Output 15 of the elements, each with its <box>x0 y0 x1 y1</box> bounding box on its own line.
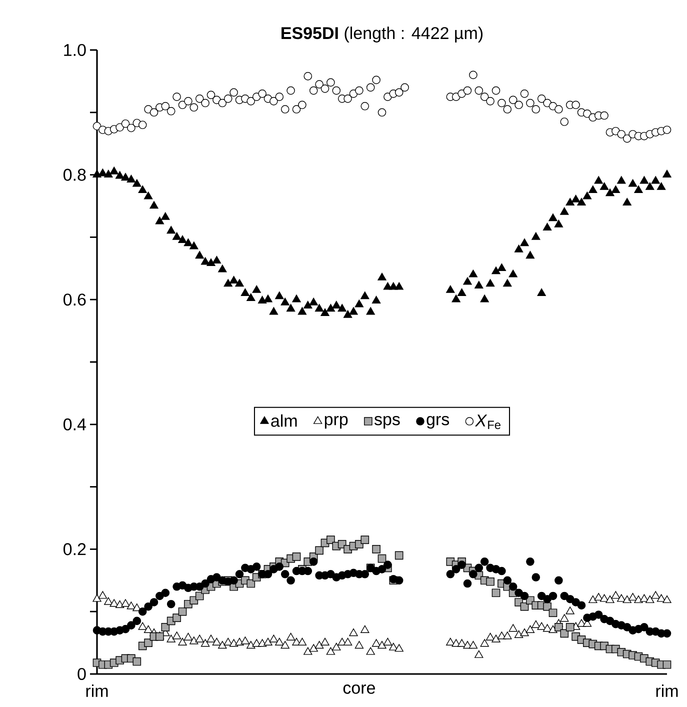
x-tick-label: rim <box>86 684 108 697</box>
y-tick-label: 0.8 <box>63 168 86 181</box>
y-tick-label: 0 <box>78 668 86 680</box>
legend-label: sps <box>374 416 400 429</box>
legend-label: X$_{Fe}$ <box>474 414 500 430</box>
x-tick-label: core <box>343 684 375 694</box>
legend-label: alm <box>271 414 297 427</box>
legend-label: grs <box>426 416 450 429</box>
y-tick-label: 0.4 <box>63 418 86 430</box>
y-tick-label: 1.0 <box>64 44 86 56</box>
legend-label: prp <box>324 416 348 429</box>
x-tick-label: rim <box>656 684 678 697</box>
y-tick-label: 0.2 <box>63 543 86 556</box>
y-tick-label: 0.6 <box>63 294 86 306</box>
chart-title: ES95DI (length : 4422 µm) <box>282 26 483 42</box>
